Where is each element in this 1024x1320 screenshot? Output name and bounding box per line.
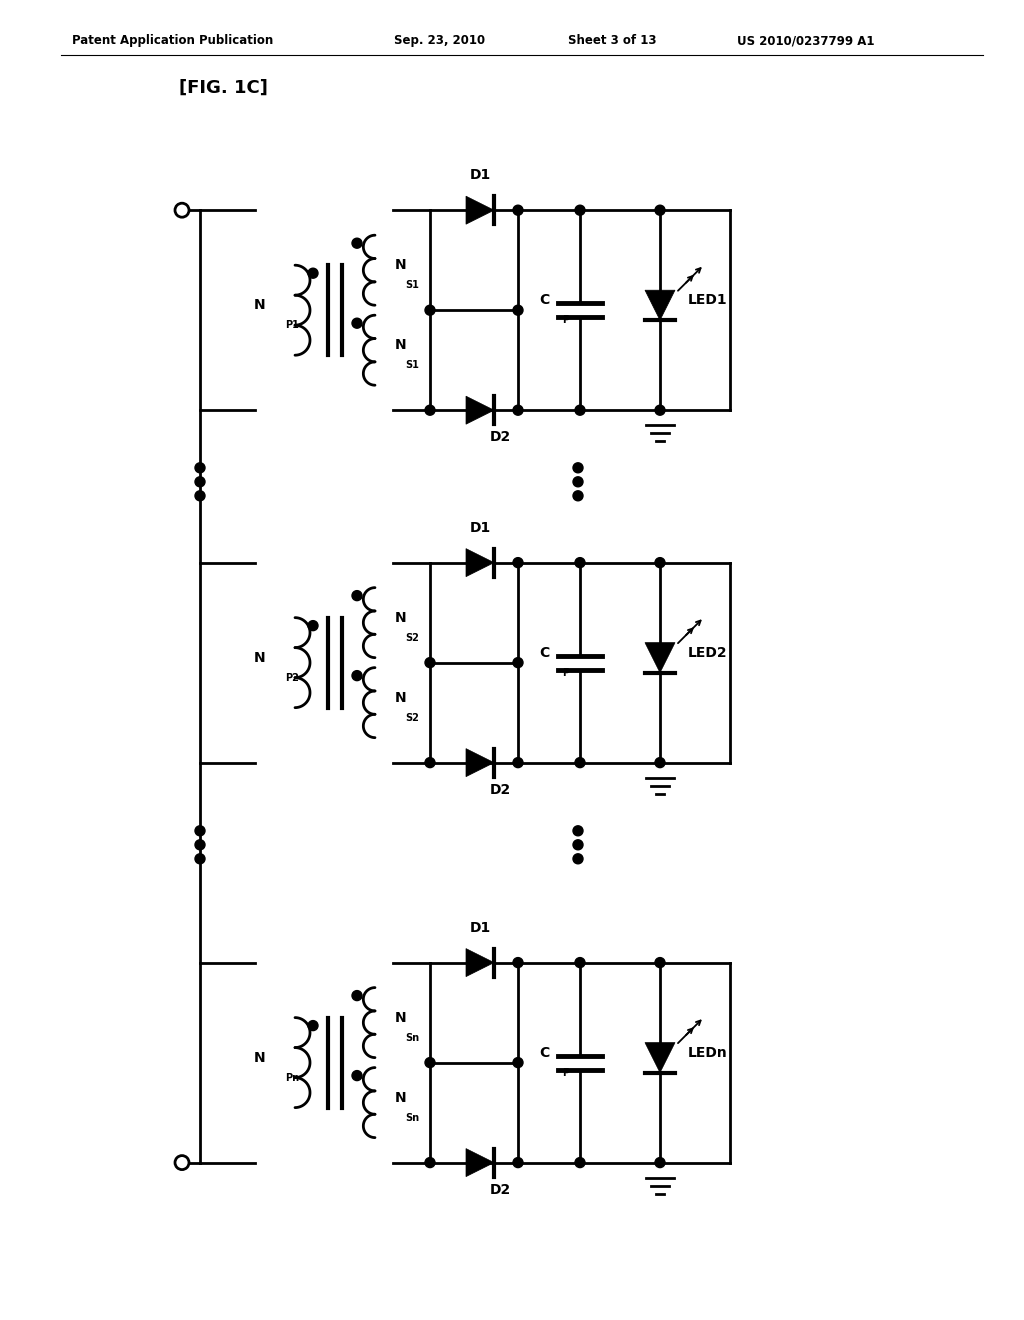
Circle shape (425, 1057, 435, 1068)
Circle shape (425, 758, 435, 768)
Circle shape (513, 205, 523, 215)
Circle shape (575, 405, 585, 416)
Text: Pn: Pn (285, 1073, 299, 1082)
Text: S2: S2 (406, 632, 419, 643)
Circle shape (195, 491, 205, 500)
Polygon shape (466, 748, 494, 776)
Text: Patent Application Publication: Patent Application Publication (72, 34, 273, 48)
Circle shape (195, 854, 205, 863)
Text: LEDn: LEDn (688, 1045, 728, 1060)
Circle shape (655, 1158, 665, 1168)
Circle shape (195, 477, 205, 487)
Circle shape (513, 557, 523, 568)
Text: S2: S2 (406, 713, 419, 722)
Circle shape (352, 318, 362, 329)
Text: N: N (395, 259, 407, 272)
Circle shape (513, 1057, 523, 1068)
Polygon shape (466, 549, 494, 577)
Circle shape (513, 758, 523, 768)
Circle shape (573, 840, 583, 850)
Text: D1: D1 (469, 168, 490, 182)
Text: S1: S1 (406, 360, 419, 370)
Text: D1: D1 (469, 520, 490, 535)
Circle shape (573, 826, 583, 836)
Circle shape (655, 205, 665, 215)
Text: D1: D1 (469, 920, 490, 935)
Circle shape (308, 620, 318, 631)
Circle shape (655, 557, 665, 568)
Text: Sheet 3 of 13: Sheet 3 of 13 (568, 34, 656, 48)
Text: LED1: LED1 (688, 293, 728, 308)
Polygon shape (466, 197, 494, 224)
Circle shape (655, 758, 665, 768)
Text: [FIG. 1C]: [FIG. 1C] (179, 79, 268, 98)
Text: P: P (562, 668, 569, 677)
Text: N: N (395, 338, 407, 352)
Circle shape (513, 657, 523, 668)
Circle shape (425, 1158, 435, 1168)
Circle shape (513, 1158, 523, 1168)
Circle shape (573, 463, 583, 473)
Circle shape (308, 268, 318, 279)
Text: P2: P2 (285, 673, 299, 682)
Polygon shape (645, 290, 675, 321)
Text: C: C (540, 293, 550, 308)
Text: D2: D2 (490, 430, 511, 445)
Text: N: N (395, 611, 407, 624)
Circle shape (195, 840, 205, 850)
Text: P: P (562, 1068, 569, 1077)
Text: D2: D2 (490, 1183, 511, 1197)
Text: S1: S1 (406, 280, 419, 290)
Circle shape (352, 1071, 362, 1081)
Circle shape (575, 1158, 585, 1168)
Text: Sep. 23, 2010: Sep. 23, 2010 (394, 34, 485, 48)
Polygon shape (466, 949, 494, 977)
Circle shape (575, 957, 585, 968)
Circle shape (513, 957, 523, 968)
Circle shape (573, 854, 583, 863)
Text: P1: P1 (285, 321, 299, 330)
Text: US 2010/0237799 A1: US 2010/0237799 A1 (737, 34, 874, 48)
Text: C: C (540, 645, 550, 660)
Circle shape (575, 758, 585, 768)
Text: Sn: Sn (406, 1113, 419, 1122)
Text: N: N (253, 651, 265, 665)
Circle shape (573, 477, 583, 487)
Polygon shape (466, 396, 494, 424)
Circle shape (513, 305, 523, 315)
Circle shape (352, 671, 362, 681)
Text: D2: D2 (490, 783, 511, 797)
Circle shape (352, 990, 362, 1001)
Polygon shape (645, 643, 675, 673)
Circle shape (513, 405, 523, 416)
Circle shape (575, 205, 585, 215)
Text: N: N (253, 298, 265, 313)
Circle shape (425, 305, 435, 315)
Text: C: C (540, 1045, 550, 1060)
Text: P: P (562, 315, 569, 325)
Text: N: N (395, 1011, 407, 1024)
Circle shape (655, 957, 665, 968)
Text: N: N (253, 1051, 265, 1065)
Circle shape (573, 491, 583, 500)
Text: Sn: Sn (406, 1032, 419, 1043)
Polygon shape (645, 1043, 675, 1073)
Text: N: N (395, 690, 407, 705)
Circle shape (425, 405, 435, 416)
Circle shape (308, 1020, 318, 1031)
Circle shape (195, 826, 205, 836)
Circle shape (195, 463, 205, 473)
Circle shape (425, 657, 435, 668)
Text: N: N (395, 1090, 407, 1105)
Circle shape (352, 238, 362, 248)
Circle shape (352, 590, 362, 601)
Circle shape (655, 405, 665, 416)
Circle shape (575, 557, 585, 568)
Text: LED2: LED2 (688, 645, 728, 660)
Polygon shape (466, 1148, 494, 1176)
